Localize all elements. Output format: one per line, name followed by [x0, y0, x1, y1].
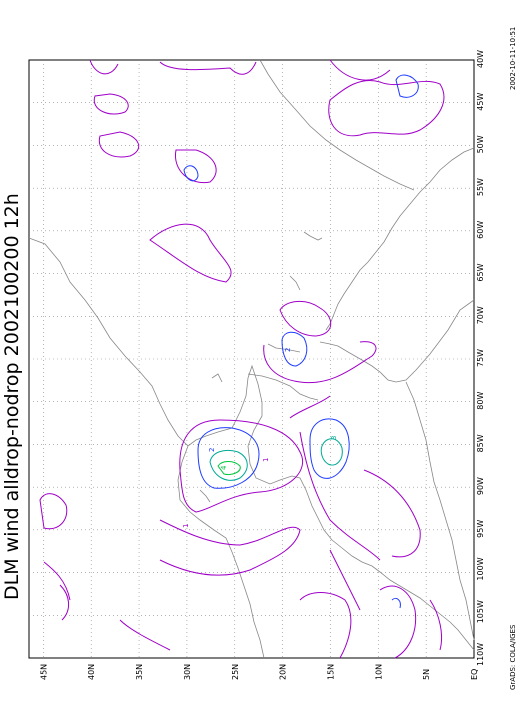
lat-tick-label: 40N — [87, 664, 96, 680]
lat-tick-label: 35N — [135, 664, 144, 680]
timestamp: 2002-10-11-10:51 — [509, 27, 517, 90]
lat-tick-label: 20N — [279, 664, 288, 680]
contour-level-1 — [329, 549, 361, 611]
longitude-labels: 110W 105W 100W 95W 90W 85W 80W 75W 70W 65W 60W 55W 5… — [476, 50, 485, 666]
lon-tick-label: 105W — [476, 600, 485, 623]
contour-level-1 — [98, 131, 140, 158]
contour-level-1 — [289, 395, 331, 419]
contour-level-1 — [263, 341, 377, 384]
contour-level-1 — [379, 585, 417, 659]
lon-tick-label: 50W — [476, 135, 485, 153]
contour-level-1 — [43, 561, 71, 601]
contour-level-2 — [391, 597, 401, 609]
contour-level-2 — [183, 165, 199, 182]
contour-value-label: 2 — [284, 348, 292, 352]
contour-value-label: 4 — [220, 465, 228, 470]
contour-value-label: 2 — [208, 448, 216, 452]
contour-value-label: 3 — [330, 436, 338, 440]
lon-tick-label: 80W — [476, 392, 485, 410]
contour-level-2 — [395, 74, 419, 98]
lon-tick-label: 100W — [476, 557, 485, 580]
contour-level-1 — [299, 431, 381, 561]
lat-tick-label: 15N — [326, 664, 335, 680]
lat-tick-label: 45N — [39, 664, 48, 680]
contour-level-1 — [299, 592, 352, 659]
contour-level-1 — [179, 419, 303, 513]
lat-tick-label: 5N — [422, 669, 431, 680]
lon-tick-label: 70W — [476, 306, 485, 324]
latitude-labels: EQ 5N 10N 15N 20N 25N 30N 35N 40N 45N — [39, 664, 479, 680]
contour-level-4 — [217, 461, 241, 475]
lat-tick-label: 30N — [183, 664, 192, 680]
contour-level-1 — [329, 59, 391, 81]
map-area: 2 1 2 3 1 4 — [28, 59, 475, 659]
contour-level-1 — [149, 223, 232, 283]
contour-level-2 — [281, 331, 308, 367]
contour-level-1 — [429, 599, 443, 651]
lon-tick-label: 45W — [476, 93, 485, 111]
lon-tick-label: 110W — [476, 643, 485, 666]
contour-value-label: 1 — [262, 458, 270, 462]
coastline — [28, 59, 475, 659]
map-title: DLM wind alldrop-nodrop 2002100200 12h — [1, 193, 23, 600]
lon-tick-label: 95W — [476, 520, 485, 538]
contour-level-1 — [159, 61, 257, 75]
contour-level-1 — [89, 59, 119, 75]
lon-tick-label: 40W — [476, 50, 485, 68]
contour-value-label: 1 — [182, 524, 190, 528]
contour-level-1 — [328, 80, 445, 137]
map-frame — [28, 59, 475, 659]
lon-tick-label: 65W — [476, 263, 485, 281]
contour-level-1 — [363, 469, 421, 558]
contour-level-1 — [119, 619, 171, 651]
lon-tick-label: 90W — [476, 477, 485, 495]
contour-level-1 — [39, 493, 68, 530]
lat-tick-label: EQ — [470, 669, 479, 680]
contour-level-2 — [309, 418, 350, 479]
contour-level-3 — [320, 438, 343, 466]
lon-tick-label: 85W — [476, 434, 485, 452]
contour-labels: 2 1 2 3 1 4 — [182, 348, 338, 528]
lat-tick-label: 10N — [374, 664, 383, 680]
contour-level-1 — [174, 149, 217, 184]
lat-tick-label: 25N — [231, 664, 240, 680]
credit-label: GrADS: COLA/IGES — [509, 624, 517, 690]
contour-level-1 — [93, 93, 129, 115]
lon-tick-label: 55W — [476, 178, 485, 196]
contour-lines — [39, 59, 445, 659]
lon-tick-label: 75W — [476, 349, 485, 367]
contour-level-1 — [59, 584, 69, 621]
contour-level-2 — [197, 427, 260, 489]
contour-level-3 — [209, 449, 248, 481]
contour-level-1 — [279, 301, 332, 337]
contour-level-1 — [159, 519, 301, 576]
lon-tick-label: 60W — [476, 221, 485, 239]
